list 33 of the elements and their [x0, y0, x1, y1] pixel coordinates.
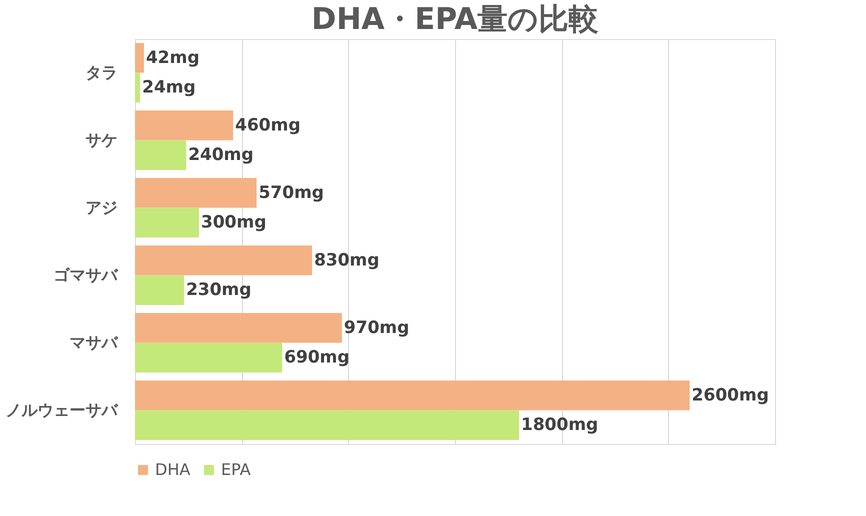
y-tick-label: サケ	[86, 130, 118, 150]
bar	[135, 342, 282, 372]
legend-label: EPA	[221, 460, 251, 479]
data-label: 240mg	[188, 145, 254, 166]
y-tick-label: マサバ	[70, 332, 118, 352]
bar	[135, 72, 140, 102]
bar	[135, 275, 184, 305]
chart-title: DHA・EPA量の比較	[311, 2, 599, 37]
bar	[135, 208, 199, 238]
data-label: 2600mg	[692, 385, 769, 406]
data-label: 830mg	[314, 250, 380, 270]
bar	[135, 410, 519, 440]
y-tick-label: ゴマサバ	[54, 265, 118, 284]
data-label: 300mg	[201, 212, 266, 233]
data-label: 970mg	[344, 318, 410, 338]
y-tick-label: ノルウェーサバ	[6, 400, 118, 420]
legend-label: DHA	[155, 460, 190, 479]
bar	[135, 380, 690, 410]
bar	[135, 140, 186, 170]
data-label: 230mg	[186, 280, 252, 300]
bar	[135, 313, 342, 343]
data-label: 42mg	[146, 48, 200, 68]
y-tick-label: タラ	[86, 62, 118, 82]
bar	[135, 110, 234, 140]
bar	[135, 43, 144, 73]
data-label: 690mg	[284, 348, 350, 368]
bar	[135, 178, 257, 208]
y-tick-label: アジ	[86, 198, 118, 217]
data-label: 460mg	[235, 115, 301, 136]
data-label: 1800mg	[521, 415, 598, 436]
bar	[135, 246, 312, 276]
data-label: 24mg	[142, 78, 196, 98]
data-label: 570mg	[258, 182, 324, 203]
